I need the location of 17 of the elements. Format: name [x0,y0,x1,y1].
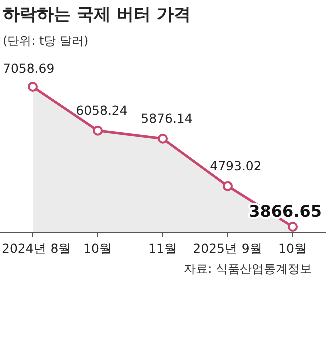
x-tick-label: 11월 [148,241,178,256]
data-label: 6058.24 [76,102,128,118]
point [93,126,103,136]
x-tick-label: 10월 [278,241,308,256]
x-tick-label: 2025년 9월 [193,241,263,256]
data-label: 7058.69 [3,61,55,76]
x-tick-label: 10월 [84,241,112,256]
point [28,82,38,92]
x-tick-label: 2024년 8월 [2,241,72,256]
annotation: 자료: 식품산업통계정보 [184,262,312,276]
point [223,181,233,192]
point [288,222,298,232]
data-label: 5876.14 [141,110,193,126]
data-label: 4793.02 [210,158,262,174]
chart-title: 하락하는 국제 버터 가격 [3,5,191,25]
point [158,134,168,144]
chart-subtitle: (단위: t당 달러) [3,34,89,48]
